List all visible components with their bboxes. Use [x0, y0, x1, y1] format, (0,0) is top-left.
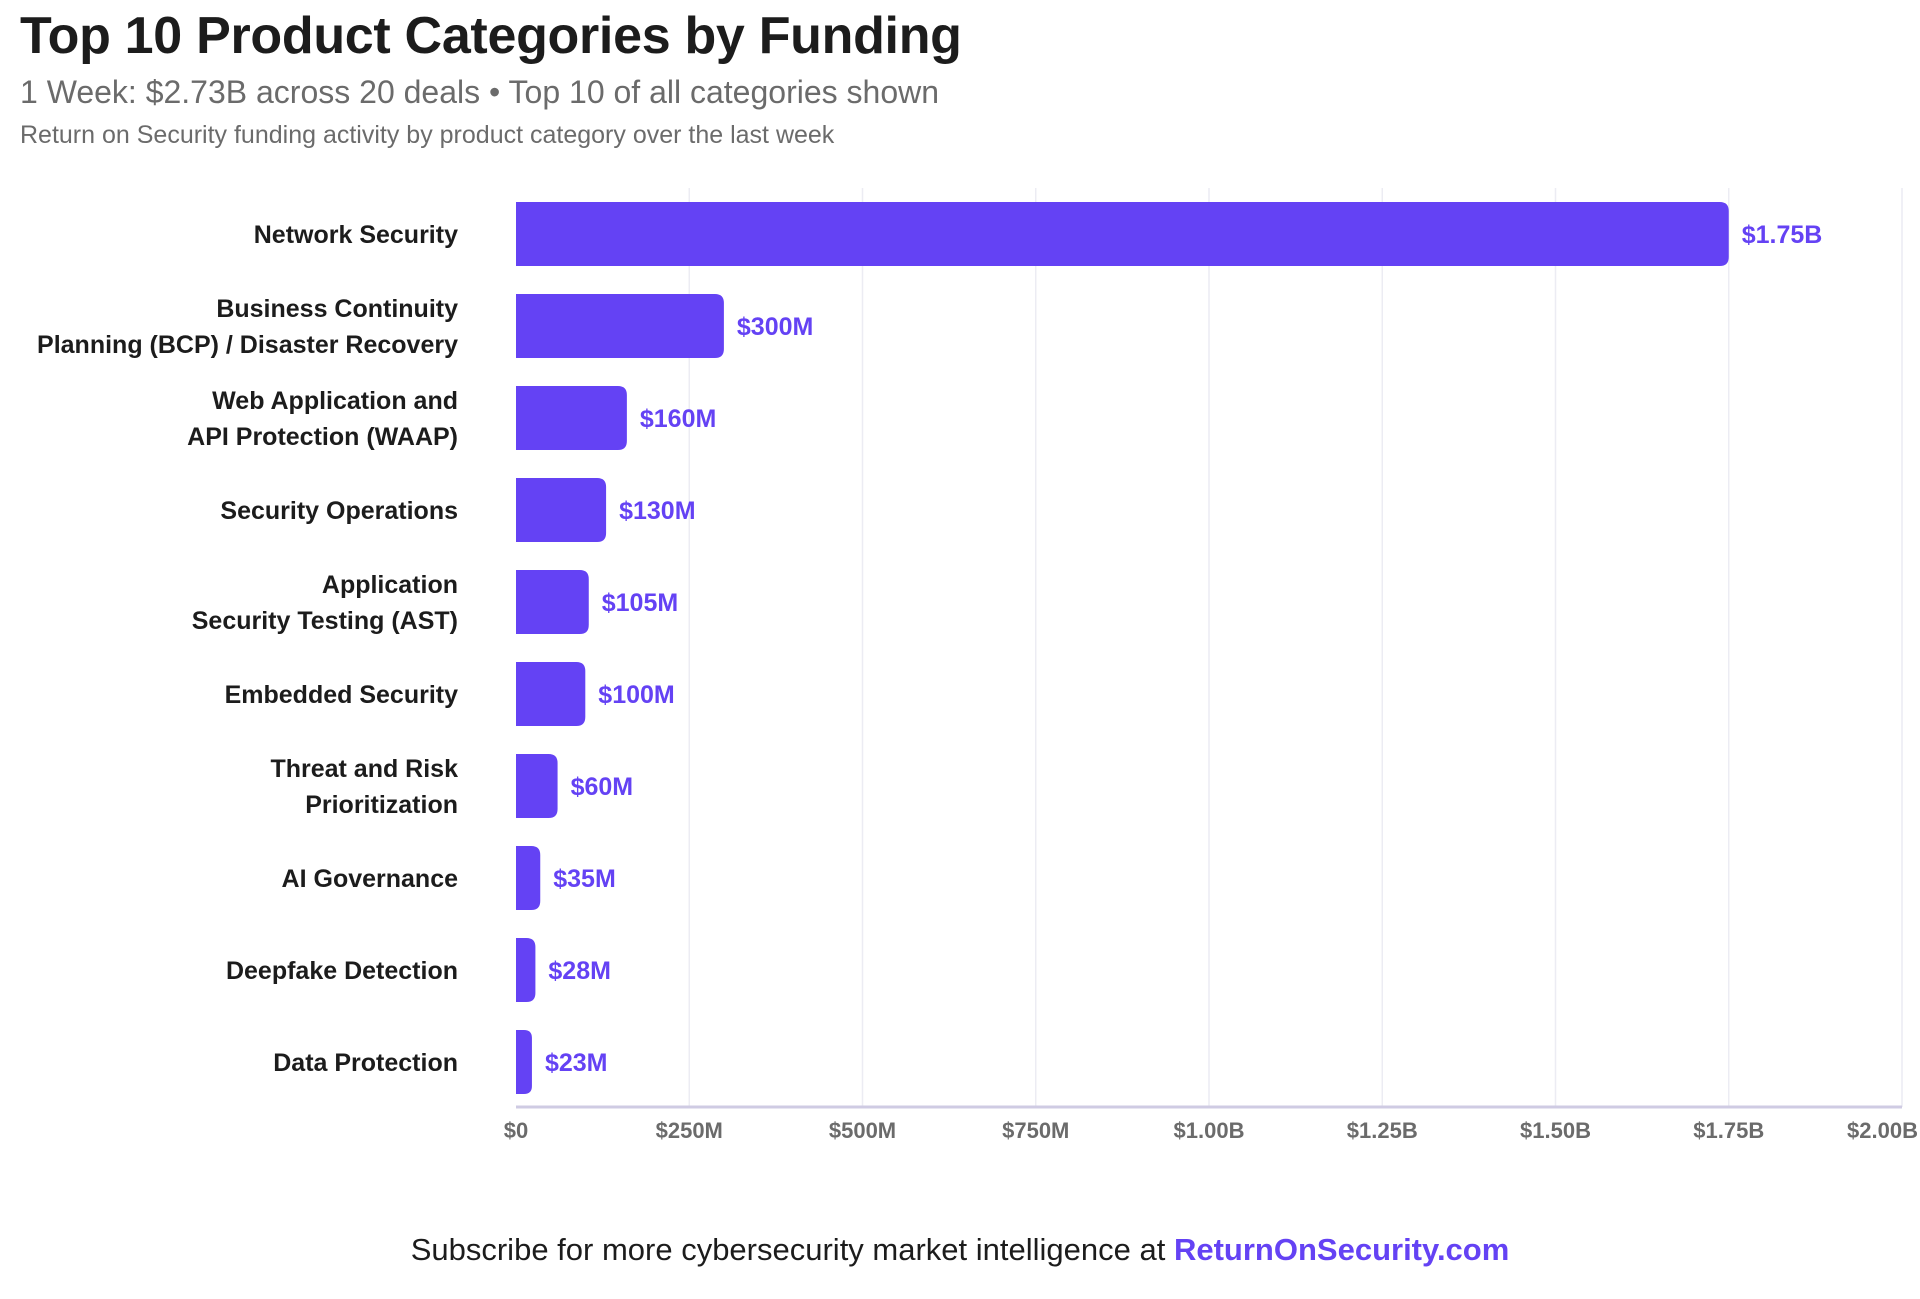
category-label: Prioritization [305, 791, 458, 819]
value-label: $1.75B [1742, 221, 1823, 249]
bar-chart: $1.75B Network Security $300M Business Cont… [37, 188, 1918, 1143]
category-label: Security Testing (AST) [192, 607, 458, 635]
x-tick-label: $500M [829, 1118, 896, 1143]
category-label: Network Security [254, 221, 458, 249]
category-label: Planning (BCP) / Disaster Recovery [37, 331, 458, 359]
bar [516, 1030, 532, 1094]
x-tick-label: $1.50B [1520, 1118, 1591, 1143]
category-label: Threat and Risk [270, 755, 458, 783]
category-label: API Protection (WAAP) [187, 423, 458, 451]
category-label: Security Operations [220, 497, 458, 525]
footer-text: Subscribe for more cybersecurity market … [410, 1232, 1174, 1267]
value-label: $160M [640, 405, 716, 433]
bar [516, 294, 724, 358]
chart-subtitle: 1 Week: $2.73B across 20 deals • Top 10 … [20, 74, 940, 110]
bar [516, 846, 541, 910]
category-label: AI Governance [282, 865, 459, 893]
x-tick-label: $750M [1002, 1118, 1069, 1143]
value-label: $300M [737, 313, 813, 341]
category-label: Deepfake Detection [226, 957, 458, 985]
category-label: Data Protection [273, 1049, 458, 1077]
bar [516, 570, 589, 634]
value-label: $35M [553, 865, 616, 893]
x-tick-label: $0 [504, 1118, 528, 1143]
bar [516, 386, 627, 450]
category-label: Application [322, 571, 458, 599]
chart-description: Return on Security funding activity by p… [20, 121, 835, 149]
x-tick-label: $1.75B [1693, 1118, 1764, 1143]
bar [516, 202, 1729, 266]
value-label: $60M [571, 773, 634, 801]
x-tick-label: $250M [656, 1118, 723, 1143]
bar [516, 662, 586, 726]
x-tick-label: $1.00B [1174, 1118, 1245, 1143]
value-label: $28M [548, 957, 611, 985]
category-label: Web Application and [212, 387, 458, 415]
x-tick-label: $2.00B [1847, 1118, 1918, 1143]
footer: Subscribe for more cybersecurity market … [0, 1232, 1920, 1268]
chart-title: Top 10 Product Categories by Funding [20, 7, 962, 65]
value-label: $100M [598, 681, 674, 709]
bar [516, 478, 607, 542]
bar [516, 938, 536, 1002]
footer-link[interactable]: ReturnOnSecurity.com [1173, 1232, 1510, 1267]
bar [516, 754, 558, 818]
category-label: Business Continuity [216, 295, 458, 323]
value-label: $105M [602, 589, 678, 617]
value-label: $130M [619, 497, 695, 525]
value-label: $23M [545, 1049, 608, 1077]
category-label: Embedded Security [225, 681, 458, 709]
x-tick-label: $1.25B [1347, 1118, 1418, 1143]
